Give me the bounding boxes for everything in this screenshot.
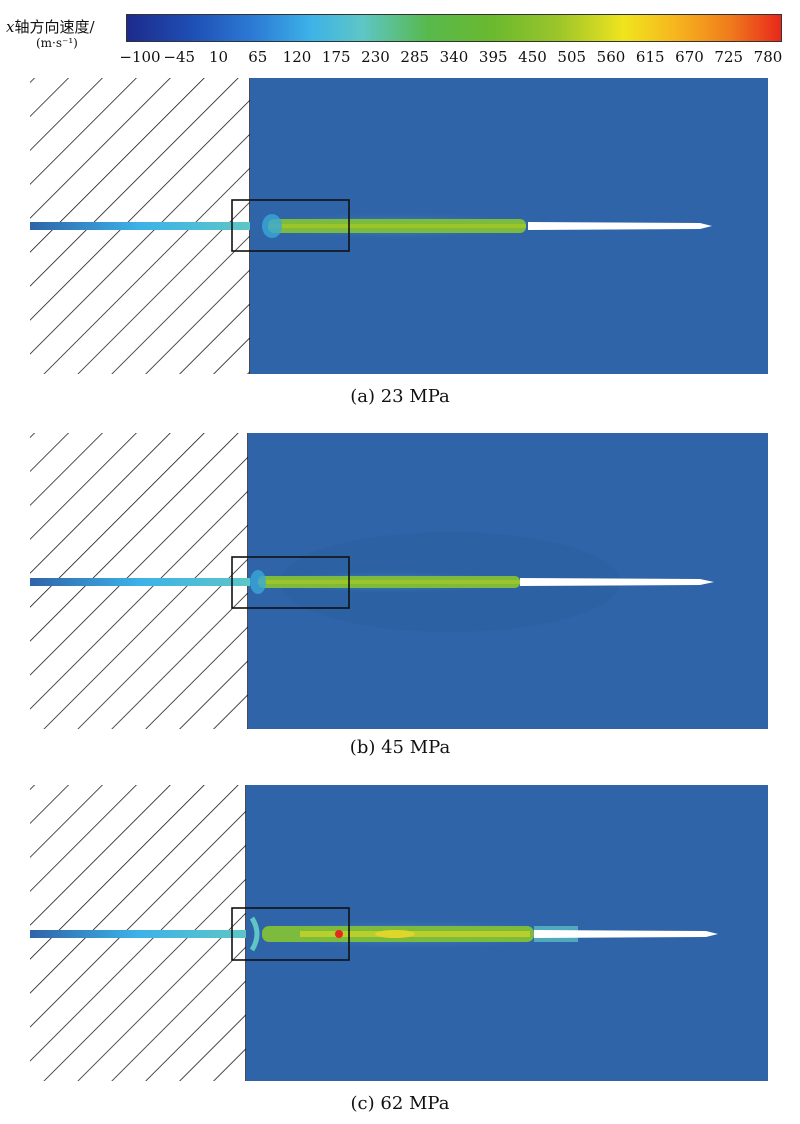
caption-a: (a) 23 MPa bbox=[350, 386, 450, 407]
colorbar bbox=[126, 14, 782, 42]
nozzle-channel bbox=[30, 578, 250, 586]
colorbar-tick-label: −45 bbox=[163, 48, 196, 66]
legend-units: (m·s⁻¹) bbox=[36, 36, 78, 50]
colorbar-tick-label: 450 bbox=[518, 48, 547, 66]
colorbar-tick-label: 65 bbox=[248, 48, 268, 66]
hot-spot bbox=[335, 930, 343, 938]
colorbar-tick-label: 560 bbox=[596, 48, 626, 66]
colorbar-tick-label: −100 bbox=[119, 48, 161, 66]
colorbar-tick-label: 10 bbox=[208, 48, 229, 66]
colorbar-legend: x轴方向速度/ (m·s⁻¹) −100 −45 10 65 120 175 230 285 3… bbox=[0, 0, 800, 76]
colorbar-tick-label: 505 bbox=[557, 48, 587, 66]
colorbar-ticks: −100 −45 10 65 120 175 230 285 340 395 450 505 560 61… bbox=[0, 48, 800, 70]
caption-c: (c) 62 MPa bbox=[350, 1093, 450, 1114]
colorbar-tick-label: 615 bbox=[635, 48, 665, 66]
colorbar-tick-label: 230 bbox=[361, 48, 390, 66]
nozzle-channel bbox=[30, 930, 246, 938]
panel-b: (b) 45 MPa bbox=[0, 433, 800, 758]
panel-c: (c) 62 MPa bbox=[0, 785, 800, 1114]
projectile bbox=[520, 578, 714, 586]
panel-a-figure bbox=[30, 78, 768, 374]
nozzle-channel bbox=[30, 222, 250, 230]
colorbar-tick-label: 340 bbox=[439, 48, 469, 66]
legend-variable: x bbox=[6, 18, 15, 36]
colorbar-tick-label: 120 bbox=[282, 48, 312, 66]
zoom-box bbox=[231, 907, 350, 961]
legend-title: x轴方向速度/ bbox=[6, 16, 95, 37]
caption-b: (b) 45 MPa bbox=[349, 737, 451, 758]
colorbar-tick-label: 725 bbox=[714, 48, 744, 66]
panel-c-figure bbox=[30, 785, 768, 1081]
zoom-box bbox=[231, 556, 350, 609]
legend-title-text: 轴方向速度/ bbox=[14, 18, 95, 36]
zoom-box bbox=[231, 199, 350, 252]
colorbar-tick-label: 780 bbox=[753, 48, 783, 66]
colorbar-tick-label: 175 bbox=[321, 48, 351, 66]
panel-b-figure bbox=[30, 433, 768, 729]
colorbar-tick-label: 285 bbox=[400, 48, 430, 66]
projectile bbox=[528, 222, 712, 230]
projectile bbox=[534, 930, 718, 938]
panel-a: (a) 23 MPa bbox=[0, 78, 800, 407]
colorbar-tick-label: 395 bbox=[478, 48, 508, 66]
colorbar-tick-label: 670 bbox=[675, 48, 704, 66]
